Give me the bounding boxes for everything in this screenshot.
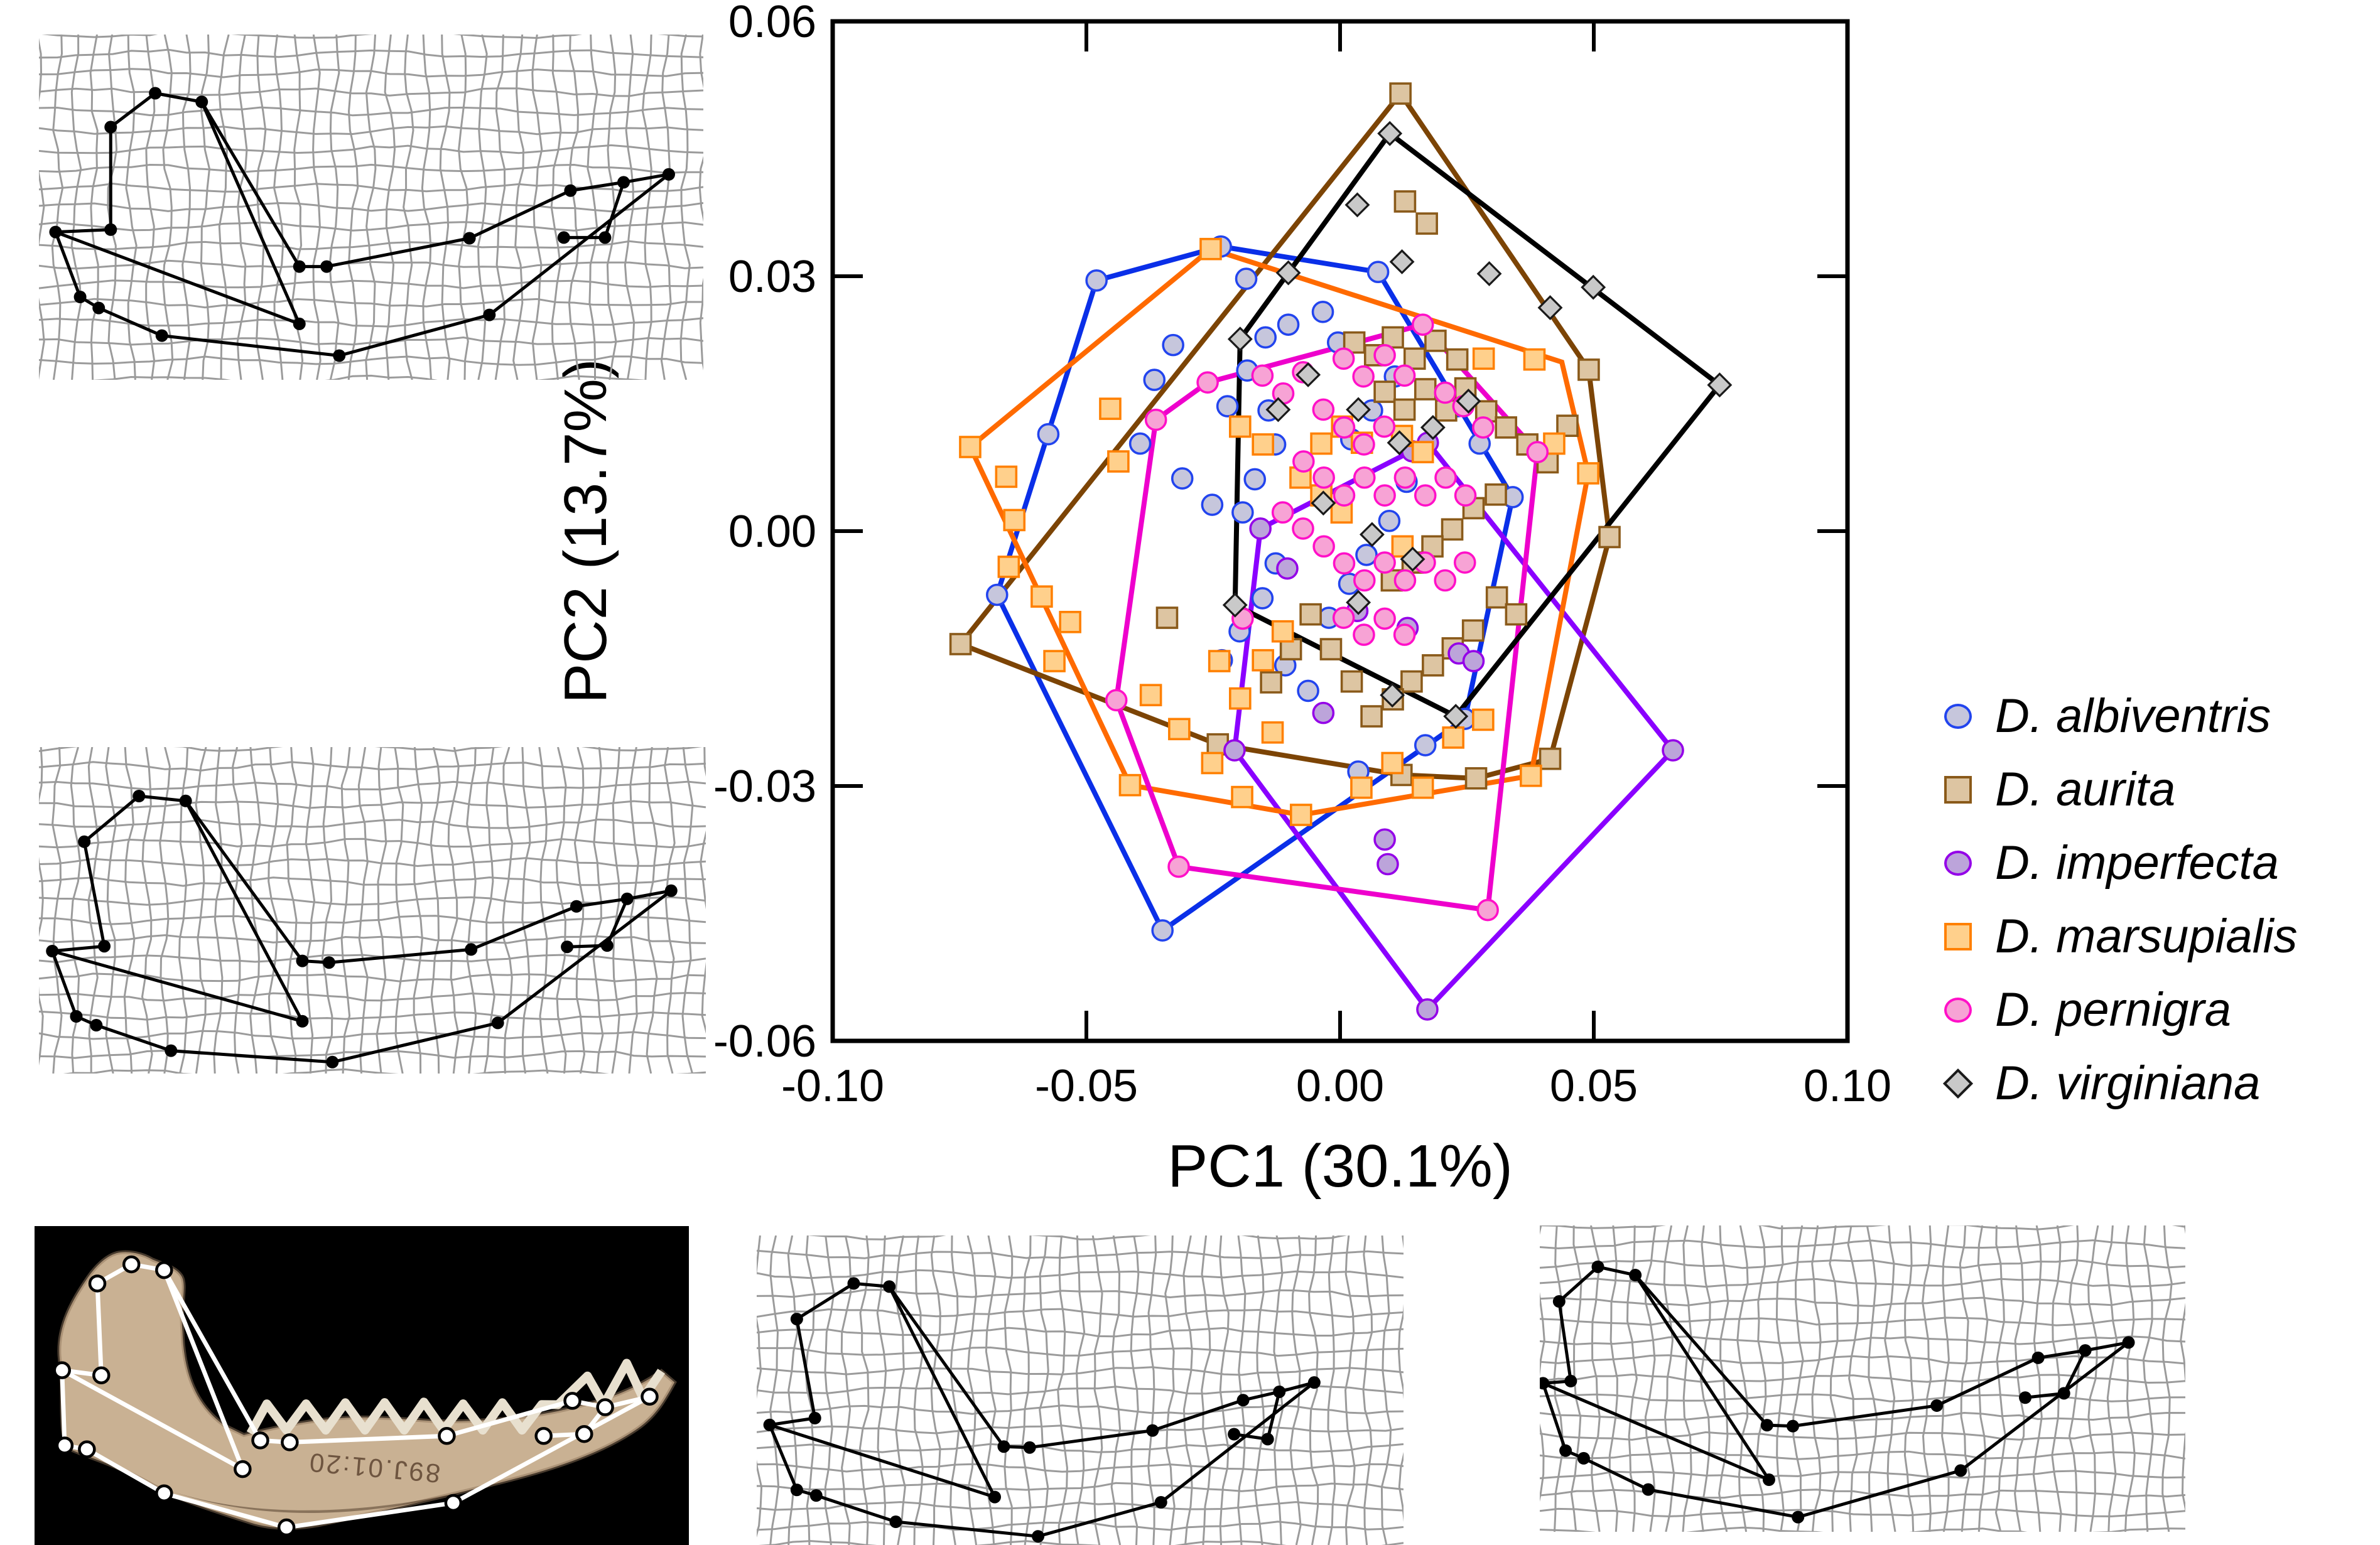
y-tick-label: 0.03 bbox=[728, 252, 816, 302]
pca-scatter-svg: -0.10 -0.05 0.00 0.05 0.10 0.06 0.03 0.00 -0.03 -… bbox=[552, 0, 1891, 1200]
x-axis-title: PC1 (30.1%) bbox=[1167, 1133, 1513, 1200]
tps-grid-bottom-center bbox=[757, 1235, 1404, 1545]
y-tick-label: 0.06 bbox=[728, 0, 816, 47]
pca-scatter-plot: -0.10 -0.05 0.00 0.05 0.10 0.06 0.03 0.00 -0.03 -… bbox=[490, 0, 1928, 1212]
tps-grid-mid-left bbox=[39, 747, 706, 1074]
x-tick-label: 0.05 bbox=[1550, 1061, 1638, 1111]
teeth bbox=[246, 1359, 666, 1436]
marsupialis-marker-icon bbox=[1944, 922, 1972, 950]
series-d-virginiana bbox=[1222, 121, 1733, 729]
legend-item-albiventris: D. albiventris bbox=[1937, 679, 2380, 753]
y-axis-title: PC2 (13.7%) bbox=[552, 358, 619, 704]
y-tick-label: -0.06 bbox=[713, 1016, 816, 1067]
legend: D. albiventris D. aurita D. imperfecta D… bbox=[1937, 679, 2380, 1120]
mandible-bone bbox=[59, 1252, 675, 1528]
legend-label: D. virginiana bbox=[1995, 1057, 2261, 1110]
x-tick-label: 0.10 bbox=[1804, 1061, 1891, 1111]
legend-label: D. imperfecta bbox=[1995, 836, 2279, 890]
legend-label: D. albiventris bbox=[1995, 689, 2271, 743]
series-d-marsupialis bbox=[959, 237, 1599, 826]
mandible-photo: 89J.01:20 bbox=[35, 1226, 689, 1545]
virginiana-marker-icon bbox=[1942, 1068, 1974, 1099]
x-tick-label: -0.05 bbox=[1035, 1061, 1138, 1111]
legend-item-imperfecta: D. imperfecta bbox=[1937, 826, 2380, 900]
aurita-marker-icon bbox=[1944, 775, 1972, 804]
legend-label: D. pernigra bbox=[1995, 983, 2231, 1036]
legend-item-aurita: D. aurita bbox=[1937, 753, 2380, 826]
tps-grid-bottom-right bbox=[1540, 1225, 2185, 1532]
imperfecta-marker-icon bbox=[1944, 850, 1972, 876]
y-tick-label: 0.00 bbox=[728, 507, 816, 557]
x-tick-label: 0.00 bbox=[1296, 1061, 1384, 1111]
legend-item-marsupialis: D. marsupialis bbox=[1937, 900, 2380, 973]
albiventris-marker-icon bbox=[1944, 703, 1972, 729]
tps-grid-top-left bbox=[39, 35, 703, 380]
legend-item-pernigra: D. pernigra bbox=[1937, 973, 2380, 1047]
legend-item-virginiana: D. virginiana bbox=[1937, 1047, 2380, 1120]
legend-label: D. marsupialis bbox=[1995, 910, 2298, 963]
legend-label: D. aurita bbox=[1995, 763, 2176, 816]
pernigra-marker-icon bbox=[1944, 997, 1972, 1023]
y-tick-label: -0.03 bbox=[713, 762, 816, 812]
x-tick-label: -0.10 bbox=[781, 1061, 884, 1111]
hull-d-virginiana bbox=[1232, 129, 1724, 720]
